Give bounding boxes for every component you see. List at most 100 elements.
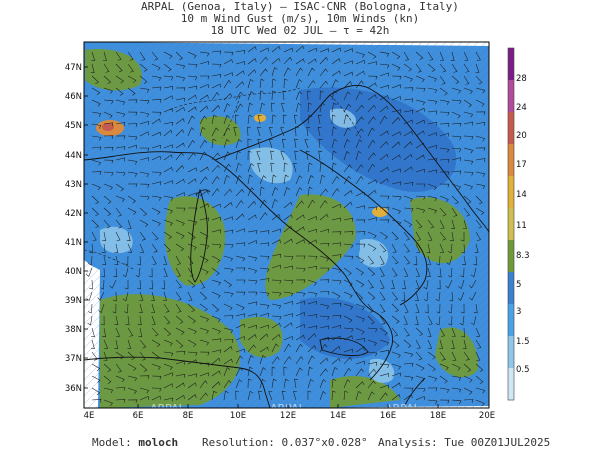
wind-barb xyxy=(187,167,197,173)
wind-barb xyxy=(427,207,438,214)
wind-barb xyxy=(137,255,142,266)
wind-barb xyxy=(91,171,102,175)
wind-barb xyxy=(343,201,353,209)
wind-barb xyxy=(103,171,114,177)
wind-barb xyxy=(436,303,441,314)
wind-barb xyxy=(463,207,471,217)
wind-barb xyxy=(247,344,256,353)
wind-barb xyxy=(103,135,114,140)
wind-barb xyxy=(451,147,462,153)
wind-barb xyxy=(461,243,465,254)
wind-barb xyxy=(451,135,462,141)
wind-barb xyxy=(211,279,222,286)
wind-barb xyxy=(295,58,305,65)
wind-barb xyxy=(259,102,266,113)
wind-barb xyxy=(403,63,412,72)
wind-barb xyxy=(355,205,365,210)
wind-barb xyxy=(175,315,184,324)
wind-barb xyxy=(403,51,410,61)
wind-barb xyxy=(115,195,125,202)
wind-barb xyxy=(211,50,222,55)
wind-barb xyxy=(449,231,454,242)
wind-barb xyxy=(343,114,350,125)
wind-barb xyxy=(343,356,353,365)
wind-barb xyxy=(91,219,99,229)
wind-barb xyxy=(103,63,110,73)
wind-barb xyxy=(355,327,365,335)
wind-barb xyxy=(211,63,222,68)
wind-barb xyxy=(283,201,293,209)
wind-barb xyxy=(151,243,158,253)
wind-barb xyxy=(295,300,305,305)
wind-barb xyxy=(85,267,93,277)
wind-barb xyxy=(343,48,353,53)
wind-barb xyxy=(390,279,395,289)
wind-barb xyxy=(100,279,105,290)
wind-barb xyxy=(307,355,315,365)
wind-barb xyxy=(427,110,438,115)
wind-barb xyxy=(343,139,350,149)
lat-label: 46N xyxy=(65,92,82,102)
wind-barb xyxy=(403,207,414,212)
wind-barb xyxy=(403,315,408,325)
wind-barb xyxy=(439,327,445,337)
wind-barb xyxy=(187,192,197,197)
wind-barb xyxy=(403,351,414,358)
wind-barb xyxy=(127,219,132,229)
wind-barb xyxy=(114,243,119,254)
wind-barb xyxy=(415,395,425,401)
wind-barb xyxy=(163,363,173,371)
wind-barb xyxy=(97,291,105,301)
wind-barb xyxy=(343,255,354,260)
wind-barb xyxy=(463,135,474,140)
wind-barb xyxy=(161,279,166,290)
wind-barb xyxy=(317,126,322,137)
wind-barb xyxy=(235,61,245,66)
wind-barb xyxy=(403,87,414,92)
wind-barb xyxy=(319,68,328,77)
wind-barb xyxy=(281,103,285,113)
wind-barb xyxy=(294,378,299,389)
wind-barb xyxy=(307,175,314,185)
wind-barb xyxy=(391,63,401,71)
wind-barb xyxy=(343,103,352,113)
wind-barb xyxy=(294,138,299,149)
wind-barb xyxy=(223,379,232,389)
wind-barb xyxy=(415,231,421,241)
wind-barb xyxy=(304,139,309,149)
wind-barb xyxy=(103,339,109,349)
wind-barb xyxy=(127,159,138,165)
wind-barb xyxy=(271,114,277,125)
wind-barb xyxy=(475,183,486,190)
colorbar-labels: 28 24 20 17 14 11 8.3 5 3 1.5 0.5 xyxy=(516,74,530,375)
wind-barb xyxy=(257,114,262,125)
wind-barb xyxy=(247,58,257,65)
wind-barb xyxy=(163,231,172,240)
wind-barb xyxy=(101,267,105,278)
wind-barb xyxy=(163,180,173,185)
wind-barb xyxy=(175,152,184,161)
wind-barb xyxy=(459,315,465,326)
wind-barb xyxy=(379,84,389,89)
wind-barb xyxy=(271,198,278,209)
wind-barb xyxy=(379,105,389,113)
wind-barb xyxy=(415,51,424,60)
wind-barb xyxy=(403,363,414,367)
wind-barb xyxy=(343,91,351,101)
wind-barb xyxy=(102,51,107,61)
wind-barb xyxy=(235,188,245,197)
wind-barb xyxy=(127,399,138,404)
wind-barb xyxy=(367,116,376,125)
wind-barb xyxy=(163,303,170,313)
wind-barb xyxy=(211,315,221,323)
wind-barb xyxy=(115,75,124,84)
wind-barb xyxy=(163,243,171,253)
wind-barb xyxy=(355,104,364,113)
wind-barb xyxy=(355,91,363,101)
wind-barb xyxy=(463,171,474,176)
wind-barb xyxy=(424,303,429,314)
wind-barb xyxy=(367,351,378,357)
wind-barb xyxy=(319,391,326,401)
analysis-label: Analysis: xyxy=(378,436,438,449)
wind-barb xyxy=(115,135,126,140)
